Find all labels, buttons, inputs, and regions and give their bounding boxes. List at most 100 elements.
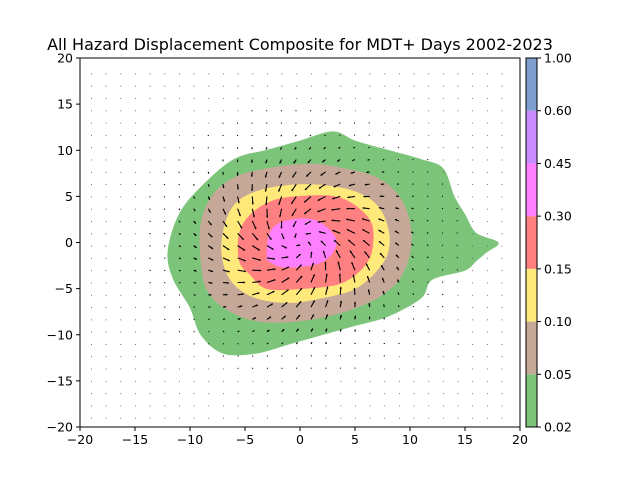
vector-dot — [91, 122, 92, 124]
vector-dot — [105, 134, 107, 136]
vector-arrowhead — [350, 171, 353, 174]
vector-dot — [149, 110, 151, 112]
vector-dot — [501, 282, 503, 284]
vector-dot — [149, 171, 151, 173]
vector-arrowhead — [283, 315, 286, 318]
vector-dot — [472, 171, 474, 173]
y-axis: −20 −15 −10 −5 0 5 10 15 20 — [47, 51, 80, 435]
vector-dot — [120, 147, 122, 149]
vector-arrowhead — [348, 239, 351, 242]
vector-dot — [310, 98, 312, 99]
vector-dot — [120, 319, 122, 321]
vector-arrowhead — [317, 210, 320, 213]
colorbar-tick-label: 0.02 — [544, 420, 572, 435]
vector-dot — [222, 380, 224, 382]
vector-dot — [501, 417, 503, 419]
vector-dot — [310, 73, 312, 75]
vector-dot — [120, 184, 122, 186]
vector-dot — [149, 85, 151, 87]
vector-dot — [413, 98, 415, 99]
vector-arrow — [339, 122, 341, 124]
vector-dot — [442, 171, 444, 173]
vector-arrowhead — [394, 230, 398, 233]
vector-dot — [486, 417, 488, 419]
vector-arrowhead — [226, 236, 229, 239]
vector-dot — [105, 196, 107, 198]
vector-dot — [281, 393, 283, 395]
vector-dot — [164, 405, 166, 407]
vector-dot — [457, 196, 459, 198]
vector-arrowhead — [351, 262, 354, 265]
vector-arrowhead — [366, 171, 369, 174]
colorbar-tick-label: 1.00 — [544, 51, 572, 66]
vector-dot — [486, 393, 488, 395]
vector-dot — [486, 307, 488, 309]
vector-dot — [472, 122, 474, 124]
vector-arrowhead — [348, 184, 352, 187]
vector-arrowhead — [394, 219, 398, 222]
vector-dot — [222, 417, 224, 419]
y-tick-label: −5 — [55, 281, 73, 296]
vector-dot — [413, 110, 415, 112]
vector-dot — [134, 307, 136, 309]
vector-arrow — [353, 122, 356, 124]
vector-arrowhead — [264, 175, 267, 178]
vector-arrowhead — [326, 300, 329, 303]
vector-dot — [105, 110, 107, 112]
vector-dot — [178, 405, 180, 407]
vector-arrow — [310, 341, 313, 345]
vector-arrowhead — [282, 236, 285, 240]
vector-dot — [296, 405, 298, 407]
vector-dot — [105, 417, 107, 419]
vector-dot — [105, 356, 107, 358]
vector-arrowhead — [395, 254, 398, 257]
vector-dot — [91, 270, 92, 272]
vector-dot — [120, 294, 122, 296]
vector-arrow — [207, 183, 210, 187]
vector-dot — [91, 196, 92, 198]
vector-arrowhead — [257, 292, 260, 295]
vector-arrowhead — [382, 291, 385, 294]
vector-dot — [134, 368, 136, 370]
vector-dot — [178, 393, 180, 395]
vector-dot — [413, 405, 415, 407]
vector-dot — [413, 417, 415, 419]
vector-dot — [486, 405, 488, 407]
vector-arrowhead — [285, 302, 288, 305]
vector-arrow — [149, 245, 151, 247]
vector-dot — [208, 98, 210, 99]
vector-dot — [178, 368, 180, 370]
vector-dot — [149, 393, 151, 395]
vector-dot — [193, 356, 195, 358]
x-tick-label: −15 — [122, 432, 148, 447]
vector-arrow — [426, 232, 429, 234]
vector-dot — [120, 356, 122, 358]
vector-dot — [384, 98, 386, 99]
vector-dot — [384, 405, 386, 407]
vector-dot — [325, 85, 327, 87]
vector-arrowhead — [264, 189, 267, 192]
vector-arrow — [411, 219, 414, 222]
vector-dot — [354, 405, 356, 407]
vector-dot — [105, 245, 107, 247]
vector-dot — [428, 417, 430, 419]
vector-arrowhead — [252, 215, 255, 218]
vector-dot — [208, 380, 210, 382]
vector-dot — [472, 110, 474, 112]
vector-dot — [164, 417, 166, 419]
vector-arrow — [324, 109, 326, 112]
vector-dot — [413, 73, 415, 75]
vector-arrowhead — [258, 258, 261, 261]
vector-dot — [105, 343, 107, 345]
vector-dot — [457, 147, 459, 149]
vector-dot — [134, 73, 136, 75]
vector-dot — [472, 147, 474, 149]
vector-dot — [164, 85, 166, 87]
vector-dot — [413, 356, 415, 358]
vector-arrow — [294, 134, 297, 137]
vector-dot — [105, 331, 107, 333]
vector-dot — [472, 380, 474, 382]
vector-dot — [472, 331, 474, 333]
vector-dot — [120, 73, 122, 75]
vector-dot — [105, 147, 107, 149]
